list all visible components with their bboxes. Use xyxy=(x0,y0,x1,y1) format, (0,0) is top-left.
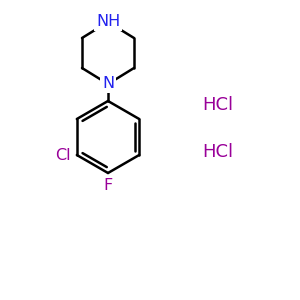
Text: HCl: HCl xyxy=(202,96,234,114)
Text: N: N xyxy=(102,76,114,92)
Text: Cl: Cl xyxy=(55,148,71,163)
Text: NH: NH xyxy=(96,14,120,29)
Text: HCl: HCl xyxy=(202,143,234,161)
Text: F: F xyxy=(103,178,112,193)
